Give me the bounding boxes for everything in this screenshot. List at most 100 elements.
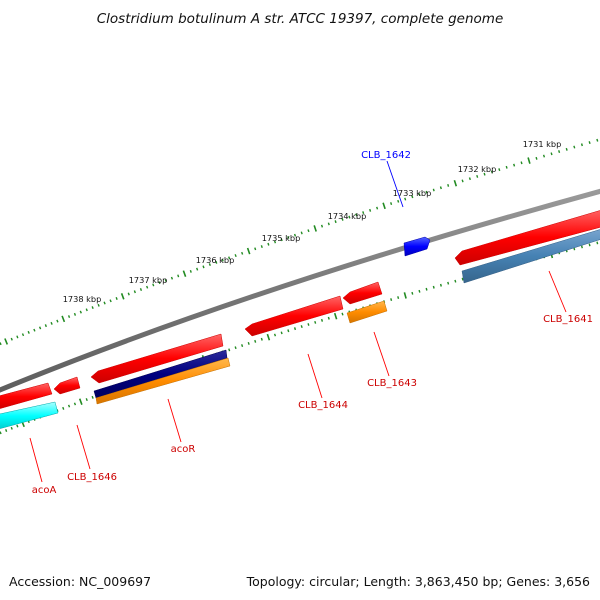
- ruler-outer-minor-tick: [550, 152, 553, 156]
- ruler-outer-minor-tick: [447, 184, 450, 187]
- label-clb-1641[interactable]: CLB_1641: [543, 314, 593, 325]
- ruler-outer-minor-tick: [468, 177, 471, 181]
- ruler-outer-minor-tick: [85, 308, 88, 312]
- map-title: Clostridium botulinum A str. ATCC 19397,…: [97, 11, 504, 27]
- leader-clb-1644: [307, 353, 323, 399]
- feature-acor-domain-2[interactable]: [95, 357, 231, 405]
- label-clb-1646[interactable]: CLB_1646: [67, 472, 117, 483]
- label-clb-1642[interactable]: CLB_1642: [361, 150, 411, 161]
- ruler-inner-minor-tick: [397, 296, 400, 299]
- gene-clb-1643[interactable]: [342, 281, 383, 305]
- ruler-inner-minor-tick: [0, 431, 2, 435]
- ruler-inner-minor-tick: [293, 327, 297, 331]
- kbp-label-1737: 1737 kbp: [129, 275, 168, 285]
- ruler-outer-minor-tick: [164, 278, 167, 282]
- ruler-outer-minor-tick: [228, 256, 231, 260]
- ruler-outer-minor-tick: [208, 263, 211, 267]
- ruler-outer-minor-tick: [404, 197, 407, 201]
- ruler-outer-minor-tick: [170, 276, 174, 280]
- ruler-outer-minor-tick: [580, 143, 583, 147]
- gene-clb-1646[interactable]: [53, 376, 81, 395]
- label-clb-1644[interactable]: CLB_1644: [298, 400, 348, 411]
- ruler-inner-minor-tick: [67, 404, 71, 408]
- ruler-inner-minor-tick: [454, 279, 457, 283]
- feature-clb-1643-domain[interactable]: [346, 300, 388, 324]
- ruler-outer-minor-tick: [376, 206, 379, 210]
- ruler-outer-minor-tick: [439, 186, 442, 190]
- feature-acoa-domain[interactable]: [0, 401, 59, 430]
- ruler-inner-minor-tick: [418, 289, 421, 293]
- ruler-inner-minor-tick: [62, 406, 65, 410]
- label-acor[interactable]: acoR: [171, 444, 196, 455]
- ruler-inner-minor-tick: [5, 429, 8, 432]
- gene-clb-1642[interactable]: [403, 236, 431, 257]
- ruler-outer-minor-tick: [196, 267, 199, 271]
- ruler-inner-minor-tick: [425, 287, 428, 291]
- ruler-inner-minor-tick: [260, 337, 263, 341]
- ruler-inner-minor-tick: [432, 285, 435, 289]
- kbp-label-1734: 1734 kbp: [328, 211, 367, 221]
- ruler-outer-minor-tick: [67, 315, 71, 319]
- genome-summary-text: Topology: circular; Length: 3,863,450 bp…: [246, 574, 590, 589]
- ruler-inner-minor-tick: [390, 298, 393, 301]
- gene-acoa[interactable]: [0, 382, 53, 410]
- ruler-outer-minor-tick: [280, 238, 283, 242]
- gene-clb-1644[interactable]: [244, 295, 344, 337]
- gene-clb-1641[interactable]: [454, 209, 600, 266]
- ruler-inner-minor-tick: [580, 245, 583, 249]
- label-acoa[interactable]: acoA: [32, 485, 57, 496]
- ruler-outer-minor-tick: [91, 306, 94, 310]
- ruler-outer-major-tick: [382, 202, 386, 210]
- gene-acor[interactable]: [90, 333, 224, 384]
- kbp-label-1736: 1736 kbp: [196, 255, 235, 265]
- feature-acor-domain-1[interactable]: [93, 349, 228, 399]
- ruler-outer-minor-tick: [293, 233, 297, 237]
- ruler-outer-minor-tick: [202, 265, 205, 269]
- kbp-label-1731: 1731 kbp: [523, 139, 562, 149]
- ruler-inner-minor-tick: [320, 318, 324, 322]
- ruler-outer-minor-tick: [215, 260, 218, 264]
- ruler-outer-minor-tick: [411, 195, 414, 199]
- feature-clb-1641-domain[interactable]: [461, 228, 600, 284]
- ruler-outer-minor-tick: [542, 154, 546, 158]
- ruler-outer-minor-tick: [535, 156, 538, 160]
- ruler-outer-major-tick: [182, 270, 187, 277]
- ruler-inner-minor-tick: [307, 323, 310, 326]
- ruler-outer-major-tick: [4, 338, 9, 345]
- ruler-outer-minor-tick: [146, 285, 149, 289]
- label-clb-1643[interactable]: CLB_1643: [367, 378, 417, 389]
- gene-label-leaders: [29, 160, 567, 483]
- ruler-outer-minor-tick: [327, 222, 330, 226]
- ruler-outer-minor-tick: [483, 172, 486, 176]
- ruler-outer-minor-tick: [33, 328, 36, 332]
- ruler-outer-minor-tick: [362, 211, 365, 215]
- ruler-inner-minor-tick: [234, 346, 237, 350]
- ruler-outer-minor-tick: [348, 215, 351, 219]
- ruler-outer-minor-tick: [498, 168, 501, 172]
- ruler-outer-minor-tick: [334, 220, 337, 224]
- ruler-inner-minor-tick: [241, 344, 244, 348]
- ruler-outer-minor-tick: [418, 193, 421, 196]
- ruler-inner-minor-tick: [341, 312, 344, 316]
- ruler-outer-minor-tick: [273, 240, 277, 244]
- ruler-inner-minor-tick: [73, 402, 77, 406]
- ruler-outer-minor-tick: [50, 321, 53, 325]
- ruler-outer-minor-tick: [177, 274, 180, 278]
- ruler-inner-minor-tick: [287, 329, 290, 333]
- ruler-outer-minor-tick: [139, 288, 143, 291]
- ruler-outer-ticks: [0, 138, 599, 346]
- ruler-outer-minor-tick: [234, 254, 237, 258]
- ruler-outer-major-tick: [120, 293, 125, 300]
- ruler-outer-minor-tick: [300, 231, 303, 235]
- ruler-outer-minor-tick: [21, 333, 25, 337]
- ruler-outer-minor-tick: [267, 242, 270, 246]
- kbp-label-1733: 1733 kbp: [393, 188, 432, 198]
- ruler-outer-major-tick: [246, 247, 251, 255]
- ruler-outer-minor-tick: [588, 141, 591, 145]
- ruler-outer-minor-tick: [573, 145, 576, 149]
- ruler-outer-major-tick: [527, 157, 531, 164]
- leader-clb-1642: [386, 160, 404, 208]
- ruler-outer-minor-tick: [307, 229, 310, 233]
- ruler-outer-minor-tick: [390, 202, 393, 206]
